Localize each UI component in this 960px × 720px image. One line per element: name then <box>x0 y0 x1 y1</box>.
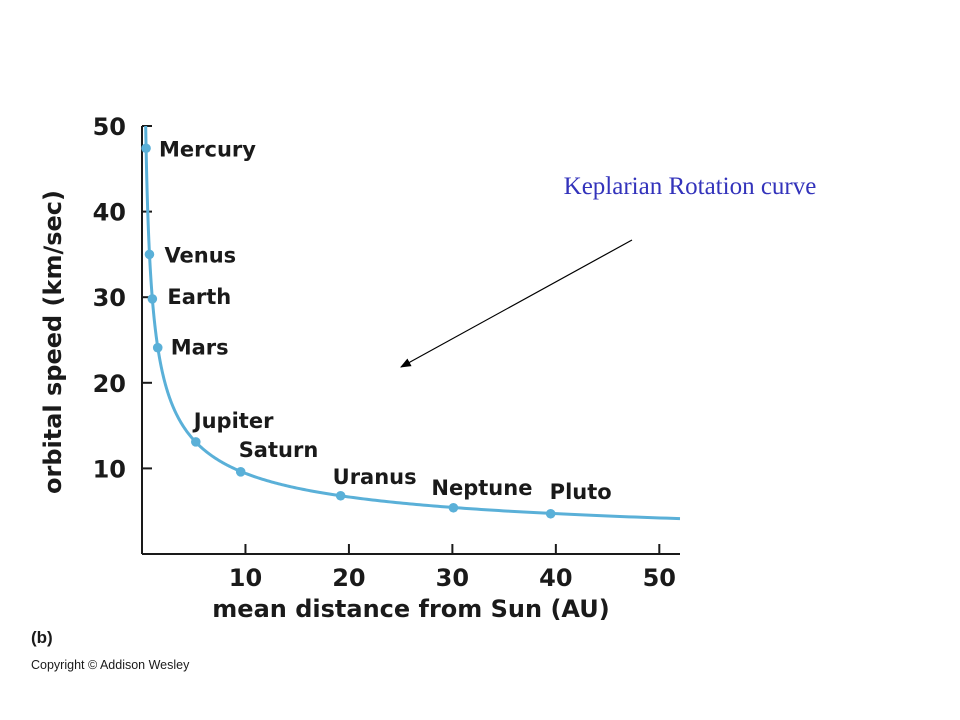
rotation-curve-line <box>144 125 681 521</box>
axes: 10 20 30 40 50 10 20 30 40 50 <box>93 113 680 592</box>
y-tick-label: 10 <box>93 455 126 483</box>
point-label-venus: Venus <box>164 243 236 267</box>
x-tick-label: 30 <box>436 564 469 592</box>
point-label-mars: Mars <box>171 336 229 360</box>
data-point-neptune <box>448 502 459 513</box>
point-label-uranus: Uranus <box>333 465 417 489</box>
point-label-neptune: Neptune <box>431 476 532 500</box>
data-point-earth <box>147 294 158 304</box>
point-label-mercury: Mercury <box>159 137 256 161</box>
points-layer <box>141 143 556 519</box>
x-tick-label: 40 <box>539 564 572 592</box>
data-point-venus <box>144 249 155 260</box>
data-point-uranus <box>335 490 346 501</box>
x-tick-label: 20 <box>332 564 365 592</box>
data-point-pluto <box>545 508 556 519</box>
x-tick-label: 50 <box>643 564 676 592</box>
y-tick-label: 30 <box>93 284 126 312</box>
curve-layer <box>144 125 681 521</box>
y-tick-label: 40 <box>93 199 126 227</box>
x-axis-label: mean distance from Sun (AU) <box>212 595 609 623</box>
point-label-saturn: Saturn <box>239 438 319 462</box>
data-point-jupiter <box>191 437 201 447</box>
annotation-arrow <box>400 239 633 368</box>
point-label-jupiter: Jupiter <box>192 409 274 433</box>
x-tick-label: 10 <box>229 564 262 592</box>
data-point-mars <box>152 342 163 353</box>
point-label-earth: Earth <box>167 285 231 309</box>
y-tick-label: 50 <box>93 113 126 141</box>
point-label-pluto: Pluto <box>550 480 612 504</box>
annotation-text: Keplarian Rotation curve <box>564 173 817 200</box>
y-tick-label: 20 <box>93 370 126 398</box>
copyright-text: Copyright © Addison Wesley <box>31 658 190 672</box>
y-axis-label: orbital speed (km/sec) <box>39 190 67 494</box>
panel-label: (b) <box>31 628 53 647</box>
labels-layer: Mercury Venus Earth Mars Jupiter Saturn Uranus… <box>159 137 612 504</box>
data-point-mercury <box>141 143 151 154</box>
data-point-saturn <box>235 467 246 477</box>
